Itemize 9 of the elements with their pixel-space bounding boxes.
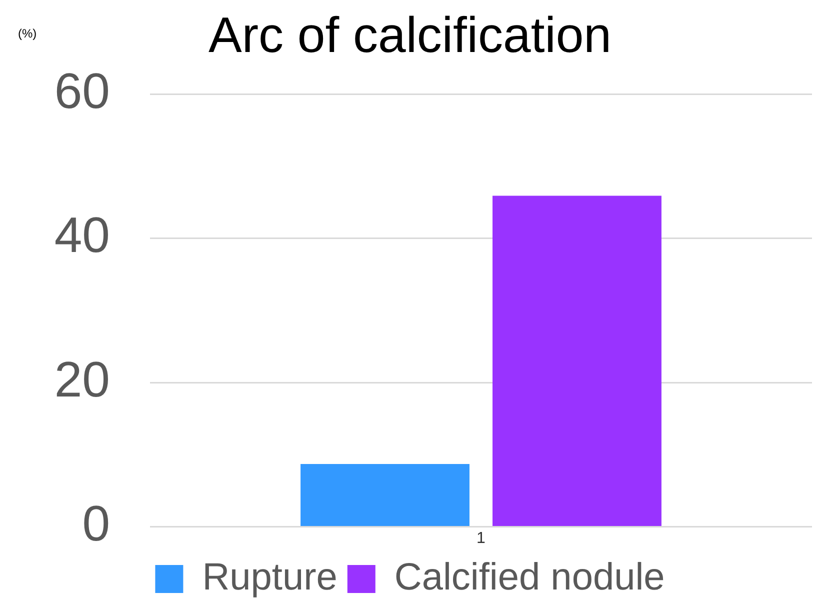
legend-label: Rupture: [202, 556, 338, 598]
y-tick-label: 0: [82, 496, 110, 552]
chart-title: Arc of calcification: [208, 6, 612, 63]
legend-label: Calcified nodule: [394, 556, 665, 598]
x-tick-label: 1: [476, 530, 486, 547]
y-axis-title: (%): [18, 26, 37, 40]
y-tick-label: 20: [54, 351, 110, 408]
y-tick-label: 40: [54, 207, 110, 264]
y-tick-label: 60: [54, 62, 110, 119]
